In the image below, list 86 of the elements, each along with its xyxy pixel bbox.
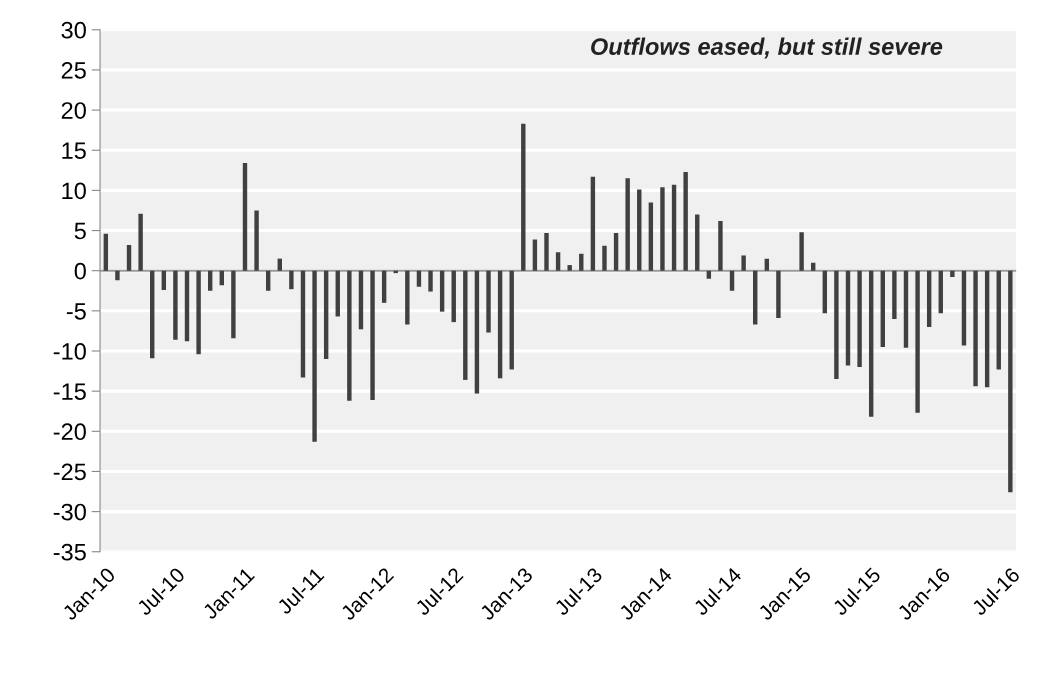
bar [915, 270, 920, 413]
bar [126, 245, 132, 271]
bar [706, 270, 712, 279]
bar [428, 270, 433, 292]
bar [683, 171, 688, 271]
y-tick-label: -25 [53, 463, 86, 481]
y-tick-label: 15 [62, 142, 86, 160]
bar [138, 213, 143, 271]
bar [532, 239, 538, 271]
y-tick-label: 30 [61, 21, 86, 39]
bar [521, 123, 526, 271]
bar [613, 232, 619, 271]
bar [637, 189, 642, 271]
y-tick-label: -30 [53, 503, 86, 521]
bar [984, 270, 990, 388]
bar [764, 258, 770, 271]
y-tick-label: 20 [61, 102, 86, 119]
y-tick-label: 25 [61, 62, 86, 79]
bar [463, 270, 468, 380]
y-tick-label: -5 [66, 303, 86, 320]
bar [579, 253, 584, 271]
bar [567, 265, 572, 271]
bar [811, 262, 816, 271]
bar [439, 270, 445, 312]
bar [625, 178, 630, 271]
y-tick-label: -35 [53, 543, 86, 561]
bar [254, 210, 259, 271]
bar [996, 270, 1001, 370]
bar [718, 220, 723, 271]
bar [196, 270, 201, 355]
bar [660, 187, 665, 271]
bar [1008, 270, 1013, 493]
bar [347, 270, 352, 401]
bar [868, 270, 874, 417]
bar [741, 255, 746, 271]
y-tick-label: 10 [62, 182, 86, 200]
bar [961, 270, 967, 346]
bar [405, 270, 410, 325]
bar [834, 270, 839, 380]
bar [289, 270, 294, 290]
bar [416, 270, 422, 287]
bar [358, 270, 364, 330]
bar [184, 270, 190, 342]
bar [497, 270, 503, 379]
y-tick-label: -10 [53, 343, 86, 360]
bar [776, 270, 781, 319]
bar [150, 270, 155, 359]
y-tick-label: -20 [53, 423, 86, 441]
y-tick-label: -15 [53, 383, 86, 400]
bar [173, 270, 178, 340]
bar [648, 202, 654, 271]
bar [950, 270, 955, 278]
bar [880, 270, 885, 347]
bar [590, 176, 596, 271]
bar [973, 270, 978, 387]
bar [602, 245, 607, 271]
bar [799, 232, 804, 271]
bar [312, 270, 317, 442]
bar [892, 270, 897, 319]
bar [509, 270, 514, 370]
bar [926, 270, 932, 327]
bar [857, 270, 862, 368]
bar [544, 232, 549, 271]
bar [486, 270, 491, 333]
y-tick-label: 5 [74, 222, 86, 240]
bar [695, 214, 700, 271]
bar [903, 270, 909, 348]
bar [474, 270, 480, 394]
bar [265, 270, 271, 291]
bar [323, 270, 329, 360]
bar [242, 163, 248, 271]
bar [845, 270, 851, 366]
bar [231, 270, 236, 339]
bar [277, 258, 282, 271]
bar [381, 270, 387, 303]
bar [300, 270, 306, 378]
bar [208, 270, 213, 291]
bar [451, 270, 456, 323]
bar [555, 252, 561, 271]
bar [370, 270, 375, 400]
bar [103, 233, 109, 271]
bar [671, 184, 677, 271]
y-tick-label: 0 [74, 262, 86, 280]
bar [729, 270, 735, 291]
annotation: Outflows eased, but still severe [591, 37, 943, 59]
bar [115, 270, 120, 281]
